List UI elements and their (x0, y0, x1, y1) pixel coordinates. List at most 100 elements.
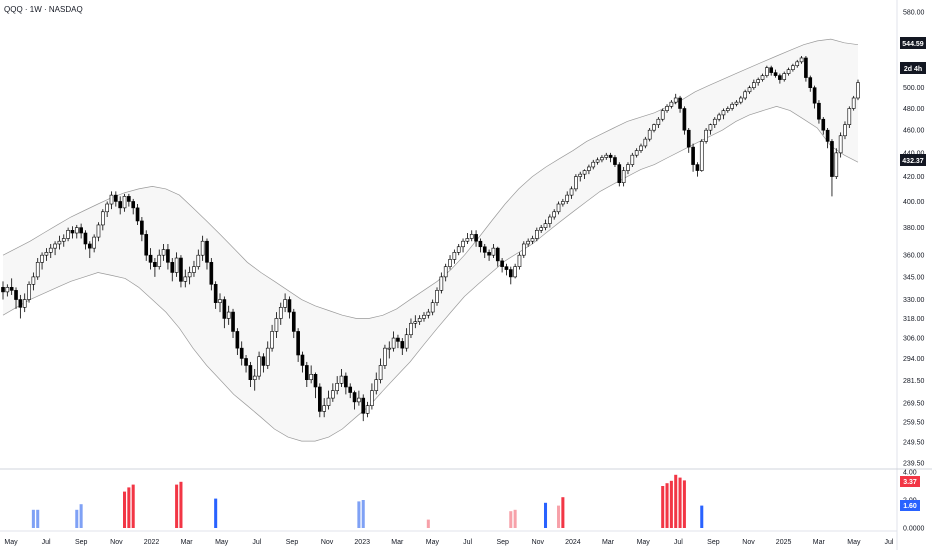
candle-down (500, 260, 504, 267)
time-axis-tick: 2022 (144, 539, 160, 546)
candle-down (396, 337, 400, 342)
candle-down (508, 269, 513, 278)
candle-up (331, 390, 335, 399)
candle-up (200, 240, 205, 256)
candle-up (621, 170, 626, 183)
band-fill (3, 39, 858, 442)
volume-tag-low-bg (900, 500, 920, 511)
candle-down (313, 374, 318, 388)
time-axis-tick: Jul (674, 539, 683, 546)
candle-up (604, 154, 609, 158)
price-axis-tick: 460.00 (903, 128, 925, 135)
candle-down (482, 246, 487, 253)
volume-bar (661, 486, 665, 528)
time-axis-tick: Sep (496, 539, 509, 546)
time-axis-tick: Mar (602, 539, 615, 546)
candle-up (387, 347, 392, 350)
candle-down (825, 129, 830, 142)
candle-up (673, 97, 678, 103)
candle-down (678, 97, 682, 109)
time-axis-tick: Mar (391, 539, 404, 546)
time-axis-tick: Sep (75, 539, 88, 546)
time-axis-tick: Jul (252, 539, 261, 546)
candle-up (101, 211, 105, 226)
candle-up (370, 390, 374, 406)
candle-down (261, 356, 266, 366)
candle-up (326, 397, 331, 406)
candle-down (695, 164, 700, 171)
candle-up (66, 230, 70, 239)
candle-up (417, 318, 422, 322)
candle-down (70, 230, 75, 234)
candle-up (660, 110, 665, 120)
candle-up (834, 152, 839, 177)
candle-down (304, 365, 309, 381)
candle-up (591, 161, 596, 168)
candle-up (600, 157, 604, 161)
volume-bar (682, 480, 686, 528)
candle-up (357, 397, 361, 403)
candle-up (574, 176, 578, 190)
candle-up (738, 97, 743, 103)
candle-up (565, 194, 570, 202)
candle-down (127, 196, 131, 202)
volume-bar (131, 484, 135, 528)
bollinger-band (2, 38, 859, 442)
candle-up (556, 203, 561, 213)
candle-up (92, 236, 96, 249)
time-axis-tick: May (847, 539, 861, 546)
time-axis-tick: Jul (463, 539, 472, 546)
candle-up (187, 272, 192, 278)
band-lower-line (2, 106, 859, 442)
candle-down (170, 262, 175, 273)
candle-down (213, 284, 218, 303)
candle-down (830, 141, 834, 177)
candle-up (747, 87, 752, 93)
volume-bars (31, 474, 704, 528)
candle-up (786, 69, 791, 74)
time-axis-tick: May (637, 539, 651, 546)
candle-up (174, 257, 179, 273)
time-axis-tick: 2025 (776, 539, 792, 546)
candle-up (639, 145, 643, 151)
candle-up (595, 159, 600, 163)
volume-bar (179, 481, 183, 528)
candle-up (27, 284, 31, 300)
time-axis-tick: Sep (286, 539, 299, 546)
candle-up (535, 230, 539, 239)
candle-down (817, 102, 821, 120)
price-axis-tick: 306.00 (903, 336, 925, 343)
time-axis[interactable]: May Jul Sep Nov 2022 Mar May Jul Sep Nov 2023 Mar Ma… (4, 539, 894, 546)
candle-down (291, 311, 296, 332)
volume-bar (175, 484, 179, 528)
candle-up (652, 124, 656, 131)
candle-up (413, 321, 418, 324)
price-tag-lower-band-bg (900, 154, 926, 166)
price-axis[interactable]: 580.00520.00500.00480.00460.00440.00420.… (903, 10, 925, 468)
volume-bar (214, 498, 218, 528)
time-axis-tick: Nov (321, 539, 334, 546)
candle-up (725, 108, 730, 111)
candle-up (31, 276, 36, 285)
price-axis-tick: 400.00 (903, 199, 925, 206)
price-axis-tick: 330.00 (903, 297, 925, 304)
price-axis-tick: 239.50 (903, 461, 925, 468)
candle-up (283, 299, 287, 308)
candle-up (795, 61, 800, 67)
candle-down (222, 299, 227, 319)
candle-up (634, 150, 639, 156)
candle-up (791, 65, 795, 70)
candle-down (487, 252, 491, 256)
candle-up (374, 379, 379, 391)
candle-down (231, 311, 235, 332)
candle-down (205, 240, 209, 263)
candle-up (561, 201, 565, 205)
candle-up (756, 79, 760, 83)
candle-up (699, 141, 704, 171)
candle-up (782, 73, 787, 80)
candles (1, 56, 860, 422)
candle-up (582, 170, 587, 175)
candle-down (778, 75, 782, 80)
candle-up (752, 82, 756, 88)
